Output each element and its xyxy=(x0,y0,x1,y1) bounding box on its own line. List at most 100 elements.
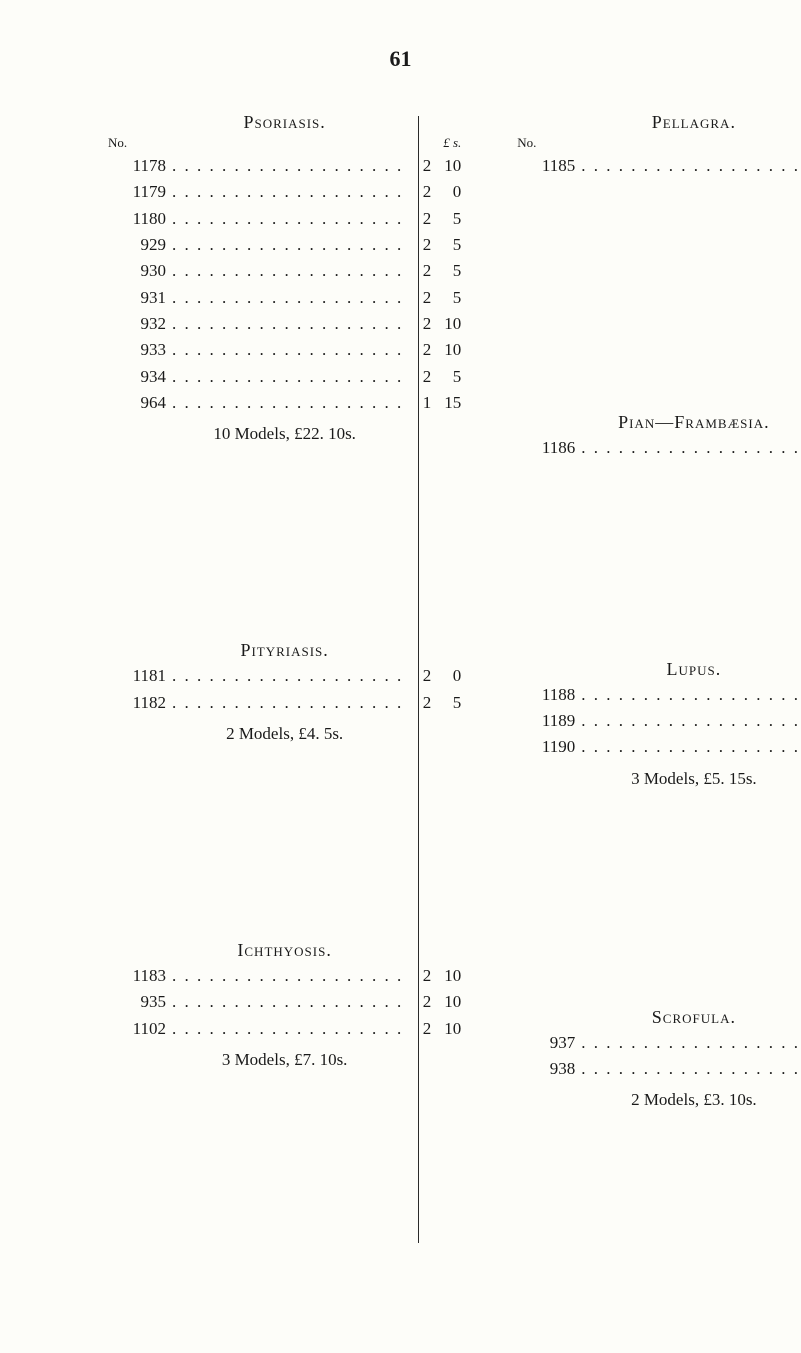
price-row: 1178. . . . . . . . . . . . . . . . . . … xyxy=(108,153,461,179)
item-number: 1102 xyxy=(108,1016,166,1042)
pounds-value: 2 xyxy=(409,963,431,989)
header-no-label: No. xyxy=(108,135,168,151)
leader-dots: . . . . . . . . . . . . . . . . . . . xyxy=(166,963,409,989)
section-title: Lupus. xyxy=(517,659,801,680)
shillings-value: 10 xyxy=(431,153,461,179)
price-row: 1179. . . . . . . . . . . . . . . . . . … xyxy=(108,179,461,205)
price-row: 938. . . . . . . . . . . . . . . . . . .… xyxy=(517,1056,801,1082)
pounds-value: 1 xyxy=(409,390,431,416)
price-row: 937. . . . . . . . . . . . . . . . . . .… xyxy=(517,1030,801,1056)
item-number: 929 xyxy=(108,232,166,258)
item-number: 931 xyxy=(108,285,166,311)
section-spacer xyxy=(108,444,461,640)
page-number: 61 xyxy=(0,0,801,72)
column-header-row: No.£ s. xyxy=(517,135,801,151)
item-number: 1179 xyxy=(108,179,166,205)
pounds-value: 2 xyxy=(409,311,431,337)
pounds-value: 2 xyxy=(409,179,431,205)
right-column: Pellagra.No.£ s.1185. . . . . . . . . . … xyxy=(489,112,801,1110)
section-summary: 3 Models, £7. 10s. xyxy=(108,1050,461,1070)
section-summary: 2 Models, £3. 10s. xyxy=(517,1090,801,1110)
section-summary: 3 Models, £5. 15s. xyxy=(517,769,801,789)
pounds-value: 2 xyxy=(409,1016,431,1042)
item-number: 1178 xyxy=(108,153,166,179)
section-spacer xyxy=(517,179,801,412)
columns-container: Psoriasis.No.£ s.1178. . . . . . . . . .… xyxy=(0,72,801,1110)
item-number: 1183 xyxy=(108,963,166,989)
pounds-value: 2 xyxy=(409,258,431,284)
price-row: 1181. . . . . . . . . . . . . . . . . . … xyxy=(108,663,461,689)
price-row: 1102. . . . . . . . . . . . . . . . . . … xyxy=(108,1016,461,1042)
price-row: 932. . . . . . . . . . . . . . . . . . .… xyxy=(108,311,461,337)
price-row: 929. . . . . . . . . . . . . . . . . . .… xyxy=(108,232,461,258)
shillings-value: 10 xyxy=(431,1016,461,1042)
item-number: 933 xyxy=(108,337,166,363)
left-column: Psoriasis.No.£ s.1178. . . . . . . . . .… xyxy=(108,112,489,1110)
shillings-value: 5 xyxy=(431,690,461,716)
price-row: 1185. . . . . . . . . . . . . . . . . . … xyxy=(517,153,801,179)
leader-dots: . . . . . . . . . . . . . . . . . . . xyxy=(166,232,409,258)
leader-dots: . . . . . . . . . . . . . . . . . . . xyxy=(166,390,409,416)
section-spacer xyxy=(517,789,801,1007)
shillings-value: 10 xyxy=(431,989,461,1015)
item-number: 1190 xyxy=(517,734,575,760)
item-number: 1188 xyxy=(517,682,575,708)
column-header-row: No. £ s. xyxy=(108,135,461,151)
pounds-value: 2 xyxy=(409,690,431,716)
section-title: Ichthyosis. xyxy=(108,940,461,961)
leader-dots: . . . . . . . . . . . . . . . . . . . xyxy=(166,989,409,1015)
leader-dots: . . . . . . . . . . . . . . . . . . . xyxy=(575,708,801,734)
pounds-value: 2 xyxy=(409,232,431,258)
pounds-value: 2 xyxy=(409,337,431,363)
leader-dots: . . . . . . . . . . . . . . . . . . . xyxy=(166,311,409,337)
item-number: 935 xyxy=(108,989,166,1015)
item-number: 1182 xyxy=(108,690,166,716)
shillings-value: 5 xyxy=(431,258,461,284)
header-ls-label: £ s. xyxy=(401,135,461,151)
leader-dots: . . . . . . . . . . . . . . . . . . . xyxy=(166,153,409,179)
leader-dots: . . . . . . . . . . . . . . . . . . . xyxy=(575,435,801,461)
shillings-value: 0 xyxy=(431,179,461,205)
shillings-value: 10 xyxy=(431,311,461,337)
price-row: 1180. . . . . . . . . . . . . . . . . . … xyxy=(108,206,461,232)
shillings-value: 5 xyxy=(431,232,461,258)
section-title: Scrofula. xyxy=(517,1007,801,1028)
pounds-value: 2 xyxy=(409,663,431,689)
item-number: 1185 xyxy=(517,153,575,179)
item-number: 937 xyxy=(517,1030,575,1056)
shillings-value: 0 xyxy=(431,663,461,689)
price-row: 1186. . . . . . . . . . . . . . . . . . … xyxy=(517,435,801,461)
section-title: Pian—Frambæsia. xyxy=(517,412,801,433)
price-row: 935. . . . . . . . . . . . . . . . . . .… xyxy=(108,989,461,1015)
pounds-value: 2 xyxy=(409,285,431,311)
leader-dots: . . . . . . . . . . . . . . . . . . . xyxy=(166,663,409,689)
section-summary: 10 Models, £22. 10s. xyxy=(108,424,461,444)
shillings-value: 5 xyxy=(431,364,461,390)
pounds-value: 2 xyxy=(409,989,431,1015)
shillings-value: 15 xyxy=(431,390,461,416)
section-spacer xyxy=(108,744,461,940)
price-row: 931. . . . . . . . . . . . . . . . . . .… xyxy=(108,285,461,311)
item-number: 932 xyxy=(108,311,166,337)
leader-dots: . . . . . . . . . . . . . . . . . . . xyxy=(166,690,409,716)
shillings-value: 5 xyxy=(431,285,461,311)
shillings-value: 10 xyxy=(431,963,461,989)
pounds-value: 2 xyxy=(409,364,431,390)
leader-dots: . . . . . . . . . . . . . . . . . . . xyxy=(575,682,801,708)
item-number: 930 xyxy=(108,258,166,284)
price-row: 934. . . . . . . . . . . . . . . . . . .… xyxy=(108,364,461,390)
price-row: 964. . . . . . . . . . . . . . . . . . .… xyxy=(108,390,461,416)
section-title: Pityriasis. xyxy=(108,640,461,661)
leader-dots: . . . . . . . . . . . . . . . . . . . xyxy=(575,153,801,179)
item-number: 1189 xyxy=(517,708,575,734)
price-row: 1182. . . . . . . . . . . . . . . . . . … xyxy=(108,690,461,716)
item-number: 934 xyxy=(108,364,166,390)
shillings-value: 5 xyxy=(431,206,461,232)
price-row: 1190. . . . . . . . . . . . . . . . . . … xyxy=(517,734,801,760)
header-no-label: No. xyxy=(517,135,577,151)
leader-dots: . . . . . . . . . . . . . . . . . . . xyxy=(575,1056,801,1082)
section-summary: 2 Models, £4. 5s. xyxy=(108,724,461,744)
pounds-value: 2 xyxy=(409,206,431,232)
section-title: Psoriasis. xyxy=(108,112,461,133)
leader-dots: . . . . . . . . . . . . . . . . . . . xyxy=(166,179,409,205)
